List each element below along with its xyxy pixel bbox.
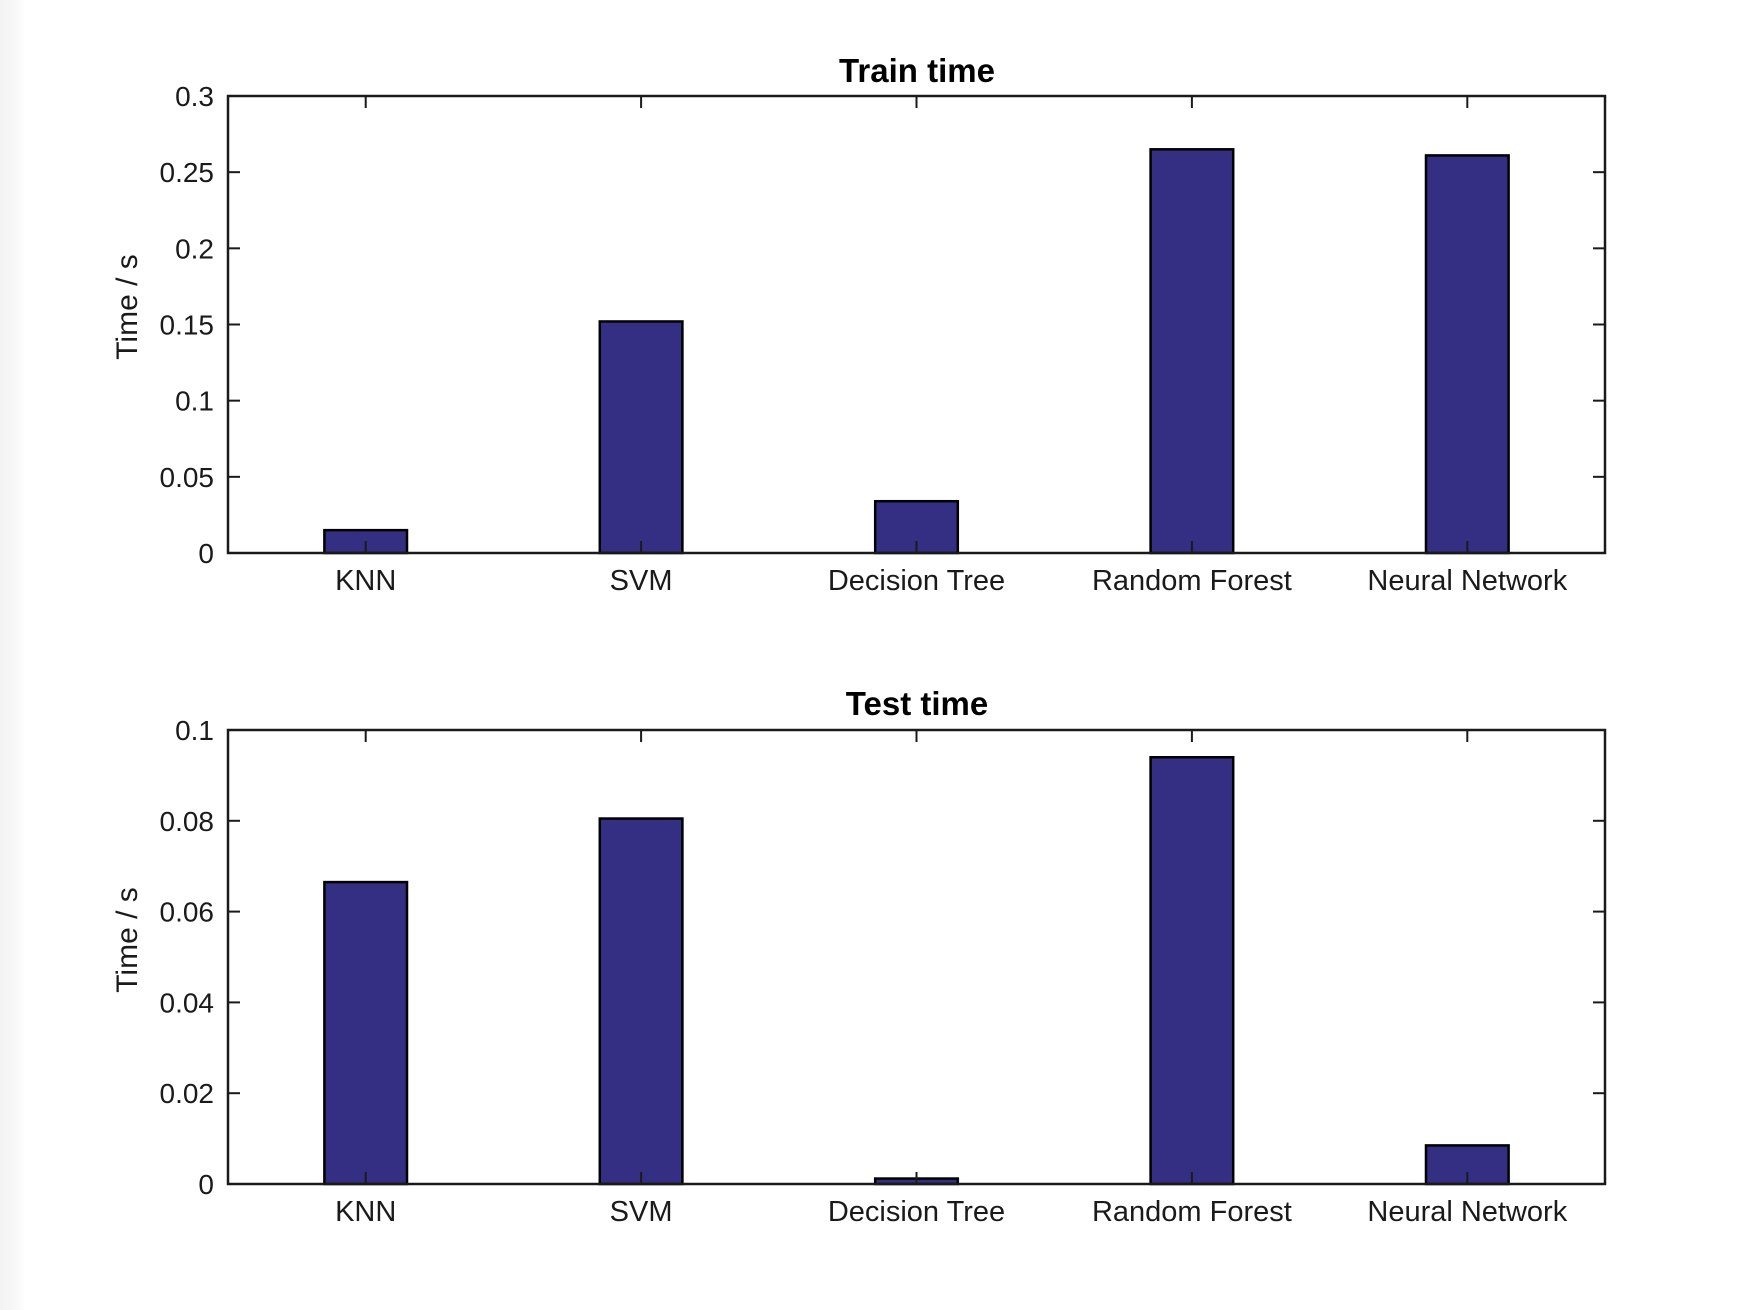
bar-knn: [323, 880, 409, 1186]
bar-svm: [598, 817, 684, 1186]
bar-random-forest: [1149, 755, 1235, 1186]
x-tick-label: SVM: [610, 565, 673, 597]
y-tick-label: 0.1: [175, 715, 214, 746]
x-tick-label: Random Forest: [1092, 1196, 1292, 1228]
x-tick-label: SVM: [610, 1196, 673, 1228]
y-axis-label: Time / s: [111, 254, 144, 360]
y-tick-label: 0.08: [160, 806, 215, 837]
y-tick-label: 0.15: [160, 310, 215, 341]
x-tick-label: Neural Network: [1367, 1196, 1567, 1228]
y-tick-label: 0.3: [175, 81, 214, 112]
y-tick-label: 0.2: [175, 233, 214, 264]
y-tick-label: 0.06: [160, 897, 215, 928]
bar-neural-network: [1424, 154, 1510, 555]
y-tick-label: 0.25: [160, 157, 215, 188]
x-tick-label: Neural Network: [1367, 565, 1567, 597]
x-tick-label: KNN: [335, 1196, 396, 1228]
plot-frame: [226, 728, 1607, 1186]
y-tick-label: 0.02: [160, 1078, 215, 1109]
chart-title: Train time: [839, 52, 995, 89]
train-time-chart: Train time Time / s 0 0.05 0.1 0.15 0.2 0.25 0…: [111, 52, 1607, 597]
plot-frame: [226, 94, 1607, 555]
x-tick-label: Decision Tree: [828, 565, 1005, 597]
chart-title: Test time: [846, 685, 988, 722]
y-tick-label: 0: [198, 538, 214, 569]
x-tick-label: KNN: [335, 565, 396, 597]
y-tick-label: 0: [198, 1169, 214, 1200]
bar-random-forest: [1149, 148, 1235, 555]
y-tick-label: 0.1: [175, 386, 214, 417]
x-tick-label: Random Forest: [1092, 565, 1292, 597]
test-time-chart: Test time Time / s 0 0.02 0.04 0.06 0.08 0.1 K…: [111, 685, 1607, 1228]
y-tick-label: 0.05: [160, 462, 215, 493]
y-axis-label: Time / s: [111, 887, 144, 993]
y-tick-label: 0.04: [160, 987, 215, 1018]
x-tick-label: Decision Tree: [828, 1196, 1005, 1228]
bar-svm: [598, 320, 684, 555]
